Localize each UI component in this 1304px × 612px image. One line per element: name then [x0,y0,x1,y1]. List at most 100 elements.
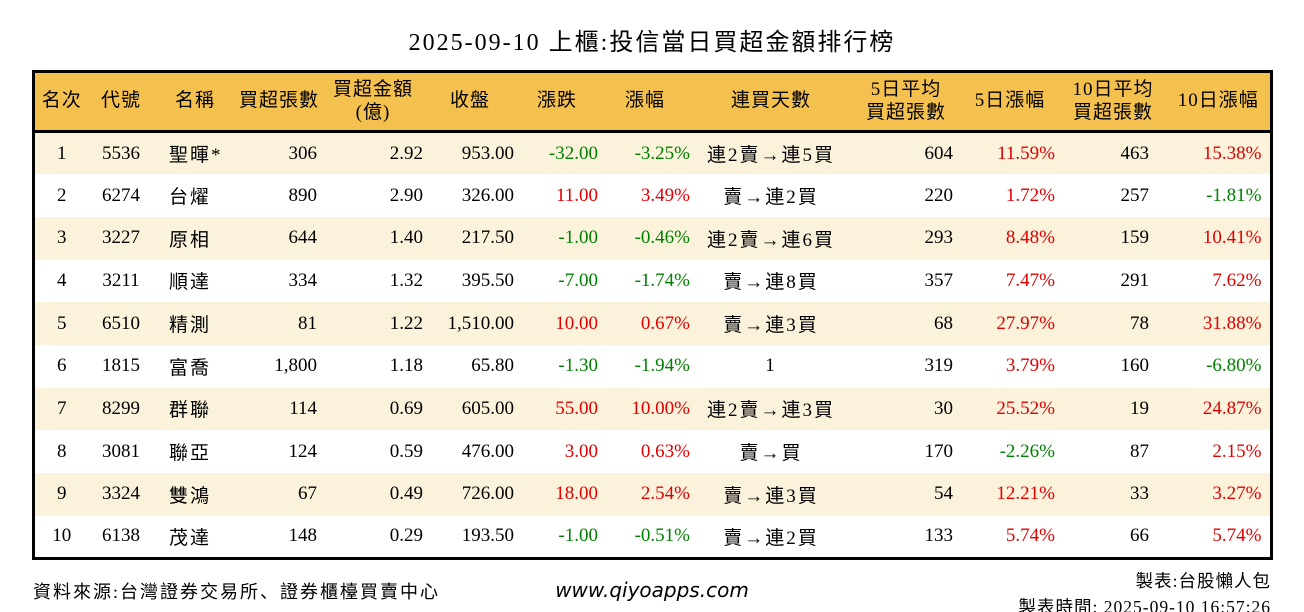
cell-avg5d-net-buy-volume: 54 [851,473,961,516]
cell-net-buy-volume: 148 [237,515,321,559]
cell-avg5d-net-buy-volume: 604 [851,131,961,175]
cell-gain-10d: 5.74% [1167,515,1271,559]
cell-net-buy-volume: 306 [237,131,321,175]
table-row: 6 1815 富喬 1,800 1.18 65.80 -1.30 -1.94% 1 319 3.79… [33,344,1271,388]
cell-gain-10d: -6.80% [1167,344,1271,388]
cell-code: 6274 [89,174,153,217]
table-row: 8 3081 聯亞 124 0.59 476.00 3.00 0.63% 賣→買 170 -2.26… [33,430,1271,473]
cell-net-buy-amount-100m: 1.32 [321,259,425,303]
table-row: 5 6510 精測 81 1.22 1,510.00 10.00 0.67% 賣→連3買 68 27… [33,302,1271,345]
cell-change-percent: -0.51% [599,515,691,559]
cell-close-price: 953.00 [425,131,515,175]
cell-net-buy-volume: 81 [237,302,321,345]
cell-consecutive-buy-days: 賣→連2買 [691,515,851,559]
cell-rank: 3 [33,216,89,260]
cell-stock-name: 雙鴻 [153,473,237,516]
cell-consecutive-buy-days: 1 [691,344,851,388]
cell-net-buy-volume: 644 [237,216,321,260]
cell-net-buy-amount-100m: 1.40 [321,216,425,260]
cell-net-buy-amount-100m: 1.22 [321,302,425,345]
cell-consecutive-buy-days: 賣→連3買 [691,302,851,345]
cell-net-buy-amount-100m: 2.92 [321,131,425,175]
cell-rank: 4 [33,259,89,303]
cell-change-percent: 3.49% [599,174,691,217]
cell-net-buy-amount-100m: 0.69 [321,387,425,431]
cell-rank: 2 [33,174,89,217]
cell-gain-5d: 3.79% [961,344,1059,388]
cell-price-change: -1.00 [515,216,599,260]
cell-consecutive-buy-days: 賣→連2買 [691,174,851,217]
cell-gain-10d: 2.15% [1167,430,1271,473]
table-header: 名次 代號 名稱 買超張數 買超金額 (億) 收盤 漲跌 漲幅 連買天數 5日平均 買超張數 5日漲… [33,71,1271,133]
cell-avg5d-net-buy-volume: 68 [851,302,961,345]
cell-net-buy-volume: 124 [237,430,321,473]
cell-rank: 10 [33,515,89,559]
cell-avg10d-net-buy-volume: 33 [1059,473,1167,516]
cell-gain-5d: 11.59% [961,131,1059,175]
cell-code: 6510 [89,302,153,345]
col-header-code: 代號 [89,71,153,133]
cell-consecutive-buy-days: 連2賣→連5買 [691,131,851,175]
cell-avg5d-net-buy-volume: 170 [851,430,961,473]
table-row: 10 6138 茂達 148 0.29 193.50 -1.00 -0.51% 賣→連2買 133… [33,515,1271,559]
col-header-net-buy-volume: 買超張數 [237,71,321,133]
cell-net-buy-volume: 67 [237,473,321,516]
cell-avg10d-net-buy-volume: 87 [1059,430,1167,473]
col-header-change-percent: 漲幅 [599,71,691,133]
cell-avg5d-net-buy-volume: 357 [851,259,961,303]
table-body: 1 5536 聖暉* 306 2.92 953.00 -32.00 -3.25% 連2賣→連5買… [33,131,1271,559]
table-row: 3 3227 原相 644 1.40 217.50 -1.00 -0.46% 連2賣→連6買 29… [33,216,1271,260]
cell-code: 5536 [89,131,153,175]
table-row: 7 8299 群聯 114 0.69 605.00 55.00 10.00% 連2賣→連3買 30… [33,387,1271,431]
cell-avg5d-net-buy-volume: 30 [851,387,961,431]
maker-text: 製表:台股懶人包 [1135,570,1271,591]
cell-rank: 7 [33,387,89,431]
cell-price-change: 10.00 [515,302,599,345]
cell-avg10d-net-buy-volume: 78 [1059,302,1167,345]
cell-rank: 6 [33,344,89,388]
cell-avg10d-net-buy-volume: 257 [1059,174,1167,217]
cell-consecutive-buy-days: 賣→買 [691,430,851,473]
cell-gain-5d: -2.26% [961,430,1059,473]
cell-stock-name: 原相 [153,216,237,260]
cell-stock-name: 茂達 [153,515,237,559]
col-header-gain-10d: 10日漲幅 [1167,71,1271,133]
cell-gain-5d: 7.47% [961,259,1059,303]
cell-price-change: -1.30 [515,344,599,388]
cell-gain-10d: -1.81% [1167,174,1271,217]
cell-close-price: 326.00 [425,174,515,217]
cell-stock-name: 富喬 [153,344,237,388]
table-header-row: 名次 代號 名稱 買超張數 買超金額 (億) 收盤 漲跌 漲幅 連買天數 5日平均 買超張數 5日漲… [33,71,1271,133]
cell-gain-5d: 8.48% [961,216,1059,260]
col-header-stock-name: 名稱 [153,71,237,133]
cell-net-buy-amount-100m: 2.90 [321,174,425,217]
cell-stock-name: 台燿 [153,174,237,217]
cell-close-price: 476.00 [425,430,515,473]
cell-gain-5d: 1.72% [961,174,1059,217]
cell-gain-10d: 7.62% [1167,259,1271,303]
cell-consecutive-buy-days: 賣→連8買 [691,259,851,303]
cell-stock-name: 聯亞 [153,430,237,473]
cell-gain-10d: 24.87% [1167,387,1271,431]
cell-gain-5d: 25.52% [961,387,1059,431]
cell-gain-10d: 3.27% [1167,473,1271,516]
col-header-net-buy-amount-100m: 買超金額 (億) [321,71,425,133]
cell-code: 3227 [89,216,153,260]
cell-code: 3324 [89,473,153,516]
cell-net-buy-volume: 1,800 [237,344,321,388]
cell-rank: 5 [33,302,89,345]
cell-stock-name: 群聯 [153,387,237,431]
cell-net-buy-volume: 334 [237,259,321,303]
data-source-text: 資料來源:台灣證券交易所、證券櫃檯買賣中心 [33,581,440,602]
cell-avg5d-net-buy-volume: 133 [851,515,961,559]
cell-gain-10d: 15.38% [1167,131,1271,175]
cell-change-percent: 0.63% [599,430,691,473]
table-row: 4 3211 順達 334 1.32 395.50 -7.00 -1.74% 賣→連8買 357 7… [33,259,1271,303]
cell-net-buy-amount-100m: 0.59 [321,430,425,473]
col-header-avg10d-net-buy-volume: 10日平均 買超張數 [1059,71,1167,133]
cell-consecutive-buy-days: 連2賣→連3買 [691,387,851,431]
cell-consecutive-buy-days: 連2賣→連6買 [691,216,851,260]
cell-gain-10d: 10.41% [1167,216,1271,260]
cell-price-change: 18.00 [515,473,599,516]
cell-avg10d-net-buy-volume: 160 [1059,344,1167,388]
